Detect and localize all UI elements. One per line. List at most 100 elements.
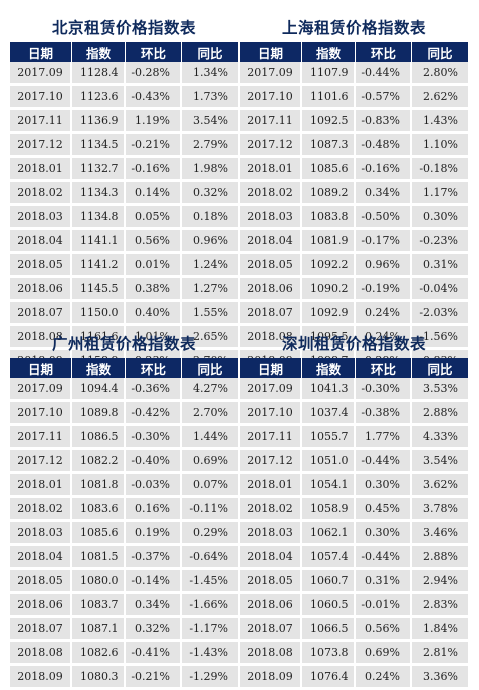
date-cell: 2018.05 <box>10 254 72 278</box>
date-cell: 2017.11 <box>240 426 302 450</box>
mom-cell: -0.38% <box>356 402 412 426</box>
mom-cell: -0.16% <box>126 158 182 182</box>
date-cell: 2017.12 <box>240 450 302 474</box>
index-cell: 1076.4 <box>302 666 356 690</box>
date-cell: 2018.07 <box>10 618 72 642</box>
mom-cell: -0.30% <box>356 378 412 402</box>
header-yoy: 同比 <box>412 42 468 62</box>
mom-cell: -0.19% <box>356 278 412 302</box>
index-cell: 1083.6 <box>72 498 126 522</box>
table-row: 2018.07 1092.9 0.24% -2.03% <box>240 302 468 326</box>
yoy-cell: -0.04% <box>412 278 468 302</box>
table-row: 2018.05 1141.2 0.01% 1.24% <box>10 254 238 278</box>
mom-cell: 0.14% <box>126 182 182 206</box>
date-cell: 2018.08 <box>240 642 302 666</box>
yoy-cell: -1.45% <box>182 570 238 594</box>
yoy-cell: 3.36% <box>412 666 468 690</box>
mom-cell: 0.34% <box>356 182 412 206</box>
index-cell: 1134.3 <box>72 182 126 206</box>
index-cell: 1107.9 <box>302 62 356 86</box>
mom-cell: -0.42% <box>126 402 182 426</box>
date-cell: 2017.09 <box>10 378 72 402</box>
mom-cell: 0.30% <box>356 522 412 546</box>
date-cell: 2017.12 <box>10 134 72 158</box>
rent-index-table: 日期 指数 环比 同比 2017.09 1041.3 -0.30% 3.53% 2017.10 1… <box>240 358 468 690</box>
table-row: 2018.07 1066.5 0.56% 1.84% <box>240 618 468 642</box>
index-cell: 1095.5 <box>302 326 356 350</box>
index-cell: 1087.1 <box>72 618 126 642</box>
panel-title: 广州租赁价格指数表 <box>51 335 196 353</box>
date-cell: 2018.04 <box>10 230 72 254</box>
index-cell: 1141.1 <box>72 230 126 254</box>
panel-title: 上海租赁价格指数表 <box>281 19 426 37</box>
table-row: 2017.11 1055.7 1.77% 4.33% <box>240 426 468 450</box>
mom-cell: -0.50% <box>356 206 412 230</box>
date-cell: 2018.06 <box>240 278 302 302</box>
header-date: 日期 <box>240 42 302 62</box>
table-row: 2018.02 1089.2 0.34% 1.17% <box>240 182 468 206</box>
table-row: 2018.08 1161.6 1.01% 2.65% <box>10 326 238 350</box>
yoy-cell: 2.81% <box>412 642 468 666</box>
yoy-cell: 0.18% <box>182 206 238 230</box>
yoy-cell: 3.53% <box>412 378 468 402</box>
index-cell: 1094.4 <box>72 378 126 402</box>
mom-cell: 0.96% <box>356 254 412 278</box>
table-row: 2018.07 1087.1 0.32% -1.17% <box>10 618 238 642</box>
date-cell: 2018.01 <box>10 474 72 498</box>
date-cell: 2018.05 <box>10 570 72 594</box>
index-cell: 1085.6 <box>72 522 126 546</box>
mom-cell: -0.21% <box>126 134 182 158</box>
mom-cell: -0.37% <box>126 546 182 570</box>
index-cell: 1081.8 <box>72 474 126 498</box>
date-cell: 2018.08 <box>10 642 72 666</box>
table-row: 2017.12 1082.2 -0.40% 0.69% <box>10 450 238 474</box>
table-row: 2018.02 1134.3 0.14% 0.32% <box>10 182 238 206</box>
yoy-cell: -0.11% <box>182 498 238 522</box>
yoy-cell: 2.70% <box>182 402 238 426</box>
index-cell: 1083.8 <box>302 206 356 230</box>
yoy-cell: 2.94% <box>412 570 468 594</box>
table-row: 2018.03 1085.6 0.19% 0.29% <box>10 522 238 546</box>
index-cell: 1141.2 <box>72 254 126 278</box>
yoy-cell: 1.98% <box>182 158 238 182</box>
header-index: 指数 <box>302 358 356 378</box>
index-cell: 1073.8 <box>302 642 356 666</box>
yoy-cell: 2.79% <box>182 134 238 158</box>
table-row: 2018.01 1081.8 -0.03% 0.07% <box>10 474 238 498</box>
mom-cell: -0.44% <box>356 546 412 570</box>
table-row: 2018.04 1057.4 -0.44% 2.88% <box>240 546 468 570</box>
date-cell: 2018.08 <box>10 326 72 350</box>
mom-cell: 0.56% <box>356 618 412 642</box>
mom-cell: 0.19% <box>126 522 182 546</box>
index-cell: 1080.3 <box>72 666 126 690</box>
mom-cell: -0.40% <box>126 450 182 474</box>
mom-cell: -0.14% <box>126 570 182 594</box>
index-cell: 1136.9 <box>72 110 126 134</box>
header-date: 日期 <box>10 358 72 378</box>
date-cell: 2018.02 <box>10 498 72 522</box>
panel-shenzhen: 深圳租赁价格指数表 日期 指数 环比 同比 2017.09 1041.3 -0.30% 3.53… <box>240 330 468 690</box>
index-cell: 1082.6 <box>72 642 126 666</box>
table-row: 2018.06 1060.5 -0.01% 2.83% <box>240 594 468 618</box>
mom-cell: -0.41% <box>126 642 182 666</box>
date-cell: 2018.04 <box>240 546 302 570</box>
table-row: 2017.09 1041.3 -0.30% 3.53% <box>240 378 468 402</box>
mom-cell: 0.05% <box>126 206 182 230</box>
index-cell: 1092.5 <box>302 110 356 134</box>
index-cell: 1101.6 <box>302 86 356 110</box>
mom-cell: -0.03% <box>126 474 182 498</box>
index-cell: 1123.6 <box>72 86 126 110</box>
mom-cell: -0.48% <box>356 134 412 158</box>
mom-cell: -0.57% <box>356 86 412 110</box>
date-cell: 2018.08 <box>240 326 302 350</box>
index-cell: 1134.8 <box>72 206 126 230</box>
mom-cell: 0.16% <box>126 498 182 522</box>
date-cell: 2018.03 <box>240 522 302 546</box>
mom-cell: 0.69% <box>356 642 412 666</box>
index-cell: 1161.6 <box>72 326 126 350</box>
mom-cell: -0.21% <box>126 666 182 690</box>
index-cell: 1145.5 <box>72 278 126 302</box>
yoy-cell: 3.46% <box>412 522 468 546</box>
date-cell: 2017.11 <box>10 426 72 450</box>
table-row: 2018.05 1060.7 0.31% 2.94% <box>240 570 468 594</box>
